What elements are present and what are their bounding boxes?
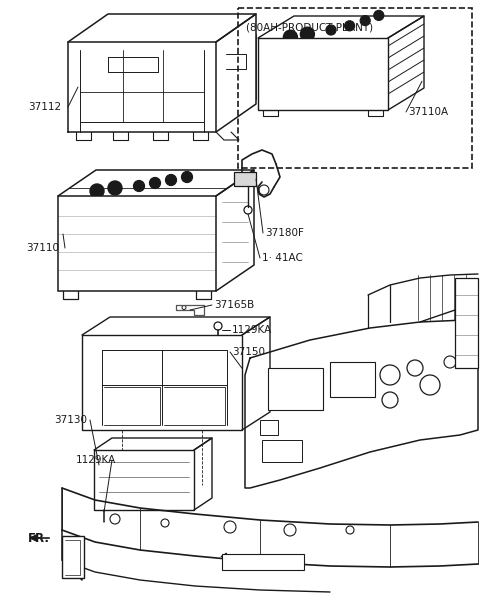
Circle shape <box>287 34 294 40</box>
Bar <box>222 554 304 570</box>
Circle shape <box>181 172 192 183</box>
Circle shape <box>136 183 142 189</box>
Circle shape <box>328 28 334 32</box>
Circle shape <box>108 181 122 195</box>
Circle shape <box>345 21 355 31</box>
Text: (80AH-PRODUCT PLANT): (80AH-PRODUCT PLANT) <box>246 22 373 32</box>
Bar <box>455 278 478 368</box>
Bar <box>82 335 242 430</box>
Text: REF.60-640: REF.60-640 <box>225 557 280 567</box>
Bar <box>330 362 375 397</box>
Circle shape <box>283 30 298 44</box>
Circle shape <box>304 31 311 38</box>
Circle shape <box>376 13 381 18</box>
Text: FR.: FR. <box>28 531 50 544</box>
Circle shape <box>347 23 352 28</box>
Bar <box>234 172 256 186</box>
Bar <box>238 8 472 168</box>
Circle shape <box>90 184 104 198</box>
Text: 37110: 37110 <box>26 243 59 253</box>
Bar <box>62 536 84 578</box>
Circle shape <box>326 25 336 35</box>
Bar <box>260 420 278 435</box>
Circle shape <box>360 15 370 26</box>
Text: 37112: 37112 <box>28 102 61 112</box>
Circle shape <box>149 178 160 189</box>
Text: 37180F: 37180F <box>265 228 304 238</box>
Bar <box>268 368 323 410</box>
Circle shape <box>166 175 177 186</box>
Circle shape <box>168 178 173 183</box>
Text: 37150: 37150 <box>232 347 265 357</box>
Text: 1129KA: 1129KA <box>76 455 116 465</box>
Bar <box>258 38 388 110</box>
Circle shape <box>300 27 314 41</box>
Bar <box>94 450 194 510</box>
Bar <box>262 440 302 462</box>
Bar <box>58 196 216 291</box>
Circle shape <box>363 18 368 23</box>
Text: 1129KA: 1129KA <box>232 325 272 335</box>
Circle shape <box>94 188 100 194</box>
Text: 37130: 37130 <box>54 415 87 425</box>
Circle shape <box>153 180 157 186</box>
Text: 1· 41AC: 1· 41AC <box>262 253 303 263</box>
Circle shape <box>111 185 119 191</box>
Circle shape <box>184 175 190 180</box>
Circle shape <box>133 180 144 191</box>
Circle shape <box>374 10 384 20</box>
Text: 37165B: 37165B <box>214 300 254 310</box>
Text: 37110A: 37110A <box>408 107 448 117</box>
